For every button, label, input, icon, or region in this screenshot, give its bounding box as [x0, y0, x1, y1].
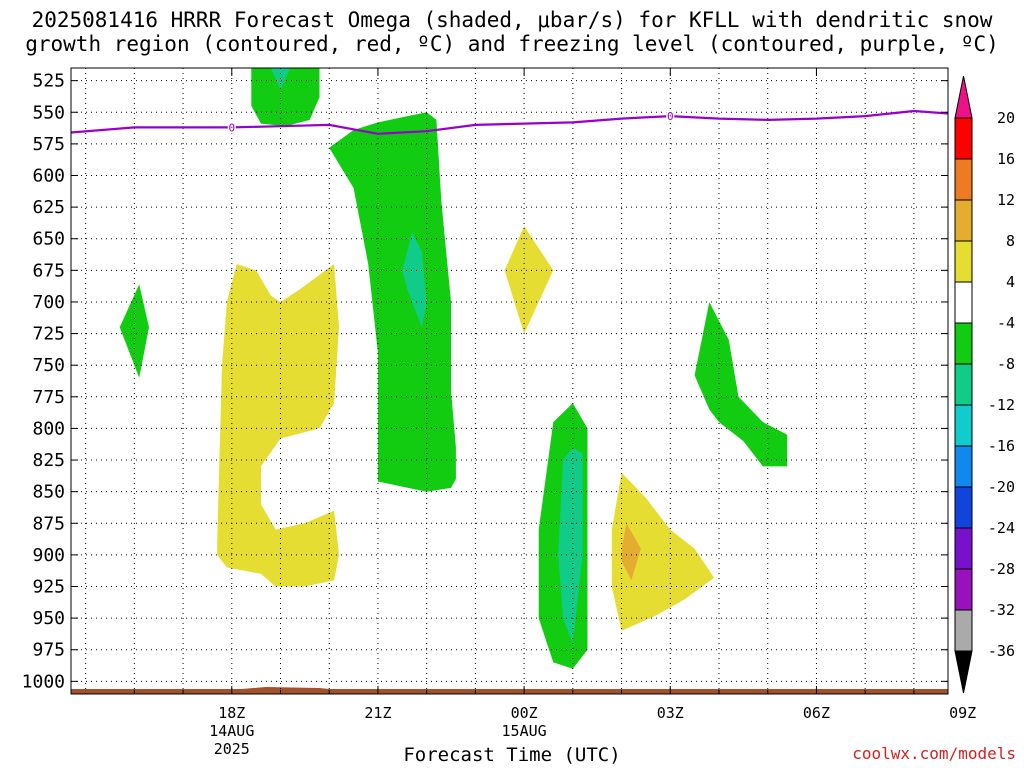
colorbar-label: -16 — [988, 437, 1015, 455]
colorbar-swatch — [954, 445, 973, 488]
x-tick-label: 14AUG — [209, 722, 254, 740]
freezing-level-label: 0 — [227, 121, 236, 134]
axis-ticks-layer: 525 550 575 600 625 650 675 700 725 750 775 800 825 8… — [22, 68, 976, 758]
colorbar-swatch — [954, 117, 973, 160]
omega-negative-region — [251, 68, 320, 127]
y-tick-label: 975 — [32, 640, 65, 661]
freezing-level-label-text: 0 — [667, 110, 674, 123]
plot-frame — [70, 67, 949, 695]
colorbar-swatch — [954, 404, 973, 447]
credit-text: coolwx.com/models — [852, 744, 1016, 763]
chart-title-line-1: 2025081416 HRRR Forecast Omega (shaded, … — [31, 8, 993, 32]
y-tick-label: 825 — [32, 450, 65, 471]
y-tick-label: 600 — [32, 165, 65, 186]
grid-layer — [71, 68, 948, 694]
colorbar: 20 16 12 8 4 -4 -8 -12 -16 -20 -24 -28 -32 -36 — [954, 75, 1015, 694]
omega-negative-region — [558, 447, 583, 644]
omega-positive-region — [217, 264, 339, 587]
colorbar-label: 20 — [997, 109, 1015, 127]
omega-negative-region — [329, 112, 456, 492]
omega-negative-region — [694, 302, 788, 467]
y-tick-label: 875 — [32, 513, 65, 534]
colorbar-swatch — [954, 527, 973, 570]
colorbar-swatch — [954, 240, 973, 283]
colorbar-label: -28 — [988, 560, 1015, 578]
omega-positive-region — [621, 523, 641, 581]
y-tick-label: 575 — [32, 134, 65, 155]
colorbar-label: -24 — [988, 519, 1015, 537]
y-tick-label: 775 — [32, 387, 65, 408]
chart-title-line-2: growth region (contoured, red, ºC) and f… — [25, 32, 999, 56]
colorbar-label: 8 — [1006, 232, 1015, 250]
x-tick-label: 03Z — [657, 704, 684, 722]
ground-surface — [71, 689, 948, 694]
terrain-bump — [241, 687, 330, 689]
x-tick-label: 21Z — [364, 704, 391, 722]
x-tick-label: 15AUG — [502, 722, 547, 740]
colorbar-label: -4 — [997, 314, 1015, 332]
freezing-level-label: 0 — [666, 110, 675, 123]
x-tick-label: 2025 — [214, 740, 250, 758]
freezing-level-label-text: 0 — [228, 121, 235, 134]
colorbar-top-arrow — [954, 75, 973, 119]
omega-negative-region — [402, 232, 427, 328]
colorbar-label: -32 — [988, 601, 1015, 619]
colorbar-label: -8 — [997, 355, 1015, 373]
colorbar-swatch — [954, 199, 973, 242]
freezing-level-contour — [71, 109, 948, 135]
y-tick-label: 675 — [32, 260, 65, 281]
y-tick-label: 850 — [32, 482, 65, 503]
colorbar-swatch — [954, 363, 973, 406]
colorbar-swatch — [954, 281, 973, 324]
omega-positive-region — [611, 472, 715, 631]
x-tick-label: 00Z — [511, 704, 538, 722]
contour-layer: 00 — [71, 109, 948, 135]
x-axis-label: Forecast Time (UTC) — [403, 744, 621, 766]
colorbar-label: -12 — [988, 396, 1015, 414]
label-background — [227, 121, 236, 134]
colorbar-swatch — [954, 322, 973, 365]
y-tick-label: 900 — [32, 545, 65, 566]
y-tick-label: 525 — [32, 71, 65, 92]
colorbar-label: 12 — [997, 191, 1015, 209]
colorbar-swatch — [954, 486, 973, 529]
omega-positive-region — [504, 226, 554, 334]
label-background — [666, 110, 675, 123]
y-tick-label: 625 — [32, 197, 65, 218]
colorbar-label: -36 — [988, 642, 1015, 660]
colorbar-label: 4 — [1006, 273, 1015, 291]
y-tick-label: 1000 — [22, 671, 65, 692]
colorbar-label: -20 — [988, 478, 1015, 496]
y-tick-label: 800 — [32, 418, 65, 439]
y-tick-label: 725 — [32, 324, 65, 345]
y-tick-label: 550 — [32, 102, 65, 123]
colorbar-swatch — [954, 158, 973, 201]
y-tick-label: 750 — [32, 355, 65, 376]
y-tick-label: 650 — [32, 229, 65, 250]
y-tick-label: 700 — [32, 292, 65, 313]
omega-shading-layer — [71, 68, 948, 694]
x-tick-label: 09Z — [949, 704, 976, 722]
omega-negative-region — [119, 284, 149, 378]
colorbar-bottom-arrow — [954, 650, 973, 694]
colorbar-swatch — [954, 568, 973, 611]
x-tick-label: 06Z — [803, 704, 830, 722]
y-tick-label: 950 — [32, 608, 65, 629]
x-tick-label: 18Z — [218, 704, 245, 722]
colorbar-label: 16 — [997, 150, 1015, 168]
y-tick-label: 925 — [32, 577, 65, 598]
colorbar-swatch — [954, 609, 973, 652]
